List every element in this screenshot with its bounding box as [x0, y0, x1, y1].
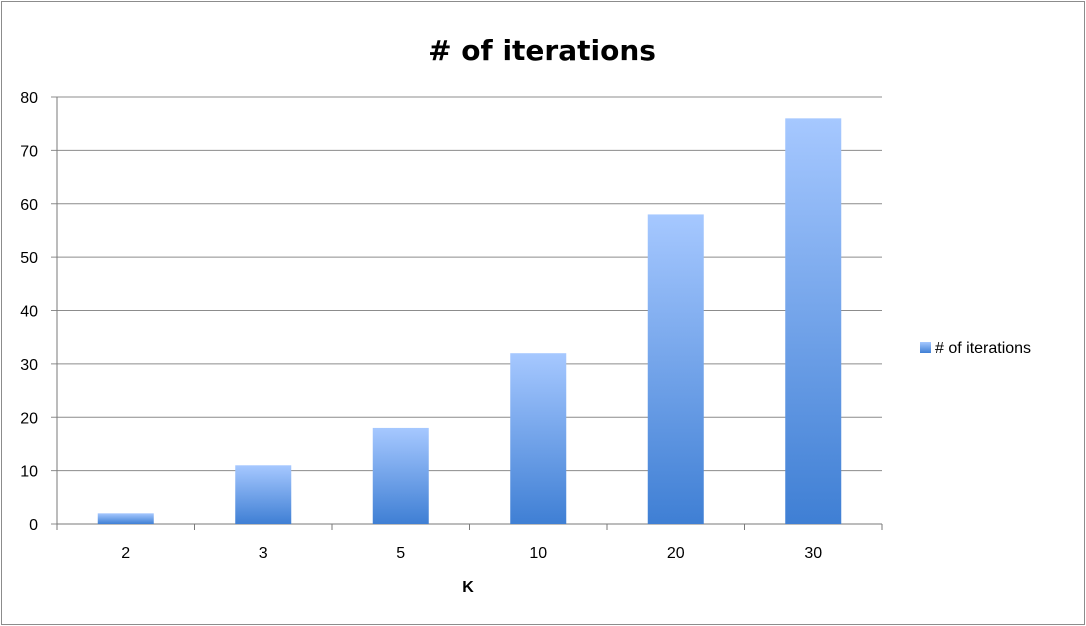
x-axis-label: K — [462, 579, 474, 596]
legend-swatch — [920, 342, 931, 353]
gridlines — [51, 96, 882, 530]
chart-title: # of iterations — [428, 34, 656, 67]
x-tick-label: 10 — [529, 545, 547, 562]
legend: # of iterations — [920, 340, 1031, 357]
y-tick-label: 80 — [20, 90, 38, 107]
x-tick-label: 5 — [396, 545, 405, 562]
bar-20 — [647, 214, 704, 525]
x-tick-label: 2 — [121, 545, 130, 562]
y-tick-label: 70 — [20, 143, 38, 160]
y-tick-label: 20 — [20, 410, 38, 427]
x-tick-label: 20 — [667, 545, 685, 562]
bar-30 — [785, 118, 842, 524]
x-tick-label: 30 — [804, 545, 822, 562]
y-tick-label: 60 — [20, 197, 38, 214]
bars — [97, 118, 842, 525]
y-tick-label: 10 — [20, 464, 38, 481]
bar-2 — [97, 513, 154, 524]
x-axis-ticks: 2 3 5 10 20 30 — [56, 524, 883, 562]
y-tick-label: 40 — [20, 304, 38, 321]
bar-10 — [510, 353, 567, 524]
y-tick-label: 50 — [20, 250, 38, 267]
y-axis-ticks: 0 10 20 30 40 50 60 70 80 — [20, 90, 38, 534]
y-tick-label: 0 — [29, 517, 38, 534]
legend-label: # of iterations — [935, 340, 1031, 357]
bar-5 — [372, 427, 429, 524]
y-tick-label: 30 — [20, 357, 38, 374]
x-tick-label: 3 — [259, 545, 268, 562]
bar-3 — [235, 465, 292, 524]
